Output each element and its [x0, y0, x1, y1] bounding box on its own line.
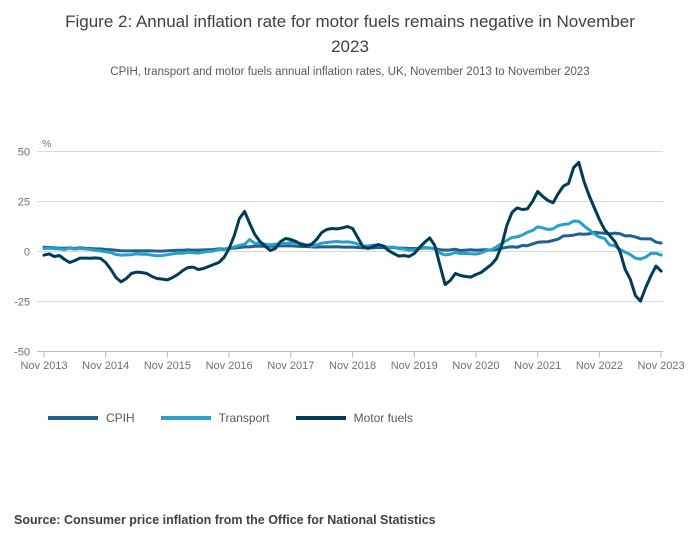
svg-text:25: 25: [18, 197, 30, 209]
svg-text:Nov 2023: Nov 2023: [638, 360, 685, 372]
legend-label-transport: Transport: [218, 411, 270, 425]
line-chart: 50 25 0 -25 -50% Nov 2013 Nov 2014 Nov 2015 Nov …: [0, 130, 700, 380]
x-axis-labels: Nov 2013 Nov 2014 Nov 2015 Nov 2016 Nov 2017…: [20, 360, 684, 372]
svg-text:Nov 2015: Nov 2015: [144, 360, 191, 372]
svg-text:Nov 2014: Nov 2014: [82, 360, 129, 372]
legend-swatch-transport: [160, 416, 211, 420]
x-axis-ticks: [43, 351, 662, 358]
legend-swatch-motor-fuels: [295, 416, 346, 420]
page-title: Figure 2: Annual inflation rate for moto…: [65, 12, 635, 56]
svg-text:Nov 2016: Nov 2016: [206, 360, 253, 372]
svg-text:Nov 2020: Nov 2020: [452, 360, 499, 372]
series-line-transport: [42, 219, 663, 261]
legend-label-cpih: CPIH: [106, 411, 135, 425]
svg-text:Nov 2022: Nov 2022: [576, 360, 623, 372]
y-axis-unit-label: %: [42, 138, 51, 150]
legend-item-cpih: CPIH: [48, 411, 135, 425]
legend-label-motor-fuels: Motor fuels: [353, 411, 413, 425]
svg-text:50: 50: [18, 147, 30, 159]
svg-text:Nov 2018: Nov 2018: [329, 360, 376, 372]
legend-swatch-cpih: [48, 416, 98, 420]
chart-subtitle: CPIH, transport and motor fuels annual i…: [110, 66, 590, 79]
svg-text:Nov 2017: Nov 2017: [267, 360, 314, 372]
legend-item-motor-fuels: Motor fuels: [295, 411, 413, 425]
chart-legend: CPIH Transport Motor fuels: [48, 411, 413, 425]
svg-text:Nov 2013: Nov 2013: [20, 360, 67, 372]
y-axis-labels: 50 25 0 -25 -50: [14, 147, 30, 359]
source-note: Source: Consumer price inflation from th…: [14, 513, 436, 527]
svg-text:Nov 2021: Nov 2021: [514, 360, 561, 372]
svg-text:-25: -25: [14, 297, 30, 309]
legend-item-transport: Transport: [160, 411, 270, 425]
series-line-cpih: [42, 230, 663, 253]
series-line-motor-fuels: [42, 161, 663, 303]
svg-text:0: 0: [24, 247, 30, 259]
svg-text:-50: -50: [14, 347, 30, 359]
svg-text:Nov 2019: Nov 2019: [391, 360, 438, 372]
